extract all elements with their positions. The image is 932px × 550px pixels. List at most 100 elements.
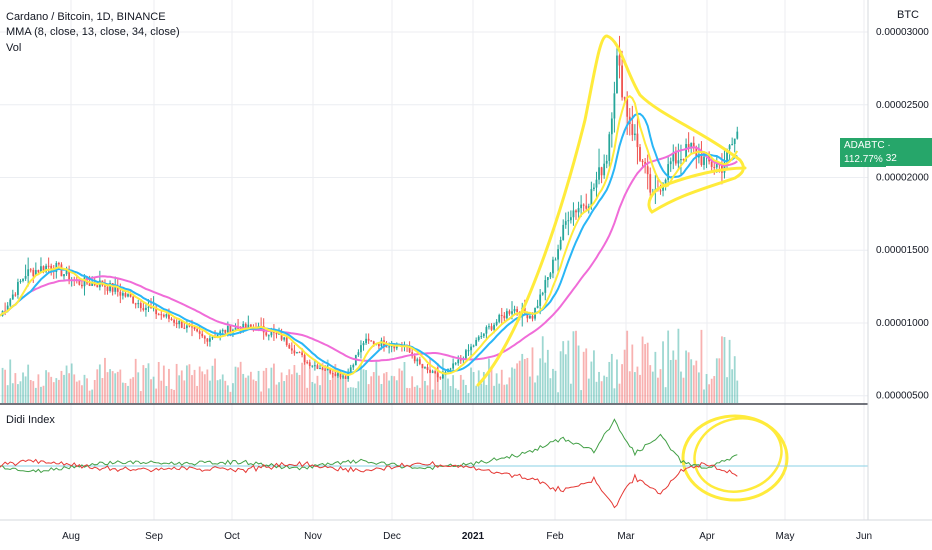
candle-body bbox=[63, 274, 65, 277]
candle-body bbox=[618, 55, 621, 66]
volume-bar bbox=[301, 362, 303, 403]
volume-bar bbox=[347, 387, 350, 403]
volume-bar bbox=[285, 375, 288, 403]
volume-bar bbox=[467, 392, 470, 403]
candle-body bbox=[298, 352, 301, 354]
study-vol-label: Vol bbox=[6, 42, 22, 54]
candle-body bbox=[674, 152, 677, 164]
volume-bar bbox=[139, 391, 142, 403]
volume-bar bbox=[155, 388, 158, 403]
volume-bar bbox=[280, 372, 283, 403]
candle-body bbox=[424, 367, 426, 369]
candle-body bbox=[536, 305, 539, 308]
drawn-annotations bbox=[476, 34, 789, 502]
candle-body bbox=[34, 270, 37, 276]
volume-bar bbox=[659, 369, 662, 403]
candle-body bbox=[452, 363, 455, 369]
candle-body bbox=[436, 373, 439, 378]
candle-body bbox=[139, 303, 142, 309]
volume-bar bbox=[721, 336, 723, 403]
candle-body bbox=[319, 367, 321, 369]
candle-body bbox=[465, 350, 467, 360]
candle-body bbox=[311, 365, 314, 367]
candle-body bbox=[659, 190, 662, 192]
candle-body bbox=[14, 294, 17, 296]
volume-bar bbox=[316, 375, 319, 403]
candle-body bbox=[710, 161, 713, 167]
volume-bar bbox=[444, 374, 447, 403]
volume-bar bbox=[569, 383, 572, 403]
volume-bar bbox=[674, 359, 677, 403]
ma-34-line bbox=[0, 146, 738, 363]
volume-bar bbox=[508, 377, 511, 403]
volume-bar bbox=[357, 381, 360, 403]
volume-bar bbox=[664, 387, 667, 403]
volume-bar bbox=[168, 368, 170, 403]
candle-body bbox=[564, 221, 567, 225]
candle-body bbox=[475, 339, 478, 346]
volume-bar bbox=[534, 382, 536, 403]
candle-body bbox=[672, 152, 675, 162]
volume-bar bbox=[134, 358, 137, 403]
volume-bar bbox=[544, 362, 547, 403]
volume-bar bbox=[383, 373, 385, 403]
volume-bar bbox=[549, 378, 552, 403]
volume-bar bbox=[209, 380, 211, 403]
candle-body bbox=[633, 133, 636, 135]
volume-bar bbox=[572, 331, 575, 403]
volume-bar bbox=[708, 384, 711, 403]
candle-body bbox=[47, 265, 50, 267]
candle-body bbox=[610, 118, 613, 135]
volume-bar bbox=[454, 388, 457, 403]
volume-bar bbox=[180, 370, 183, 403]
didi-index-pane: 0.00000000 bbox=[0, 418, 929, 509]
candle-body bbox=[183, 327, 186, 329]
volume-bar bbox=[362, 369, 365, 403]
volume-bar bbox=[242, 373, 245, 403]
candle-body bbox=[685, 144, 687, 161]
volume-bar bbox=[439, 389, 442, 403]
candle-body bbox=[285, 337, 288, 345]
candle-body bbox=[293, 350, 296, 354]
volume-bar bbox=[395, 380, 398, 403]
candle-body bbox=[631, 123, 634, 135]
candle-body bbox=[273, 331, 275, 333]
candle-body bbox=[523, 307, 526, 313]
candle-body bbox=[593, 187, 595, 190]
candle-body bbox=[569, 217, 572, 221]
volume-bar bbox=[470, 367, 472, 403]
candle-body bbox=[288, 344, 291, 349]
candle-body bbox=[29, 269, 32, 271]
candle-body bbox=[426, 367, 429, 370]
x-tick-label: May bbox=[776, 531, 795, 542]
candle-body bbox=[539, 294, 542, 306]
volume-bar bbox=[262, 370, 265, 403]
volume-bar bbox=[290, 374, 293, 403]
volume-bar bbox=[639, 374, 641, 403]
volume-bar bbox=[723, 337, 726, 403]
volume-bar bbox=[142, 365, 145, 403]
candle-body bbox=[731, 143, 734, 146]
candle-body bbox=[439, 377, 442, 379]
volume-bar bbox=[121, 382, 124, 403]
volume-bar bbox=[705, 374, 708, 403]
didi-index-label: Didi Index bbox=[6, 414, 55, 426]
volume-bar bbox=[731, 369, 734, 403]
volume-bar bbox=[692, 365, 695, 403]
volume-bar bbox=[441, 358, 444, 403]
candle-body bbox=[37, 270, 40, 273]
volume-bar bbox=[206, 369, 209, 403]
candle-body bbox=[278, 333, 280, 335]
candle-body bbox=[687, 144, 690, 148]
change-value: 112.77% bbox=[844, 154, 883, 165]
didi-negative-line bbox=[0, 458, 738, 509]
volume-bar bbox=[505, 384, 508, 403]
volume-bar bbox=[234, 366, 237, 403]
candle-body bbox=[723, 162, 726, 173]
candle-body bbox=[209, 338, 211, 342]
x-tick-label: Oct bbox=[224, 531, 240, 542]
time-axis: Aug Sep Oct Nov Dec 2021 Feb Mar Apr May Jun bbox=[0, 519, 932, 550]
candle-body bbox=[498, 314, 501, 322]
candle-body bbox=[160, 314, 163, 316]
